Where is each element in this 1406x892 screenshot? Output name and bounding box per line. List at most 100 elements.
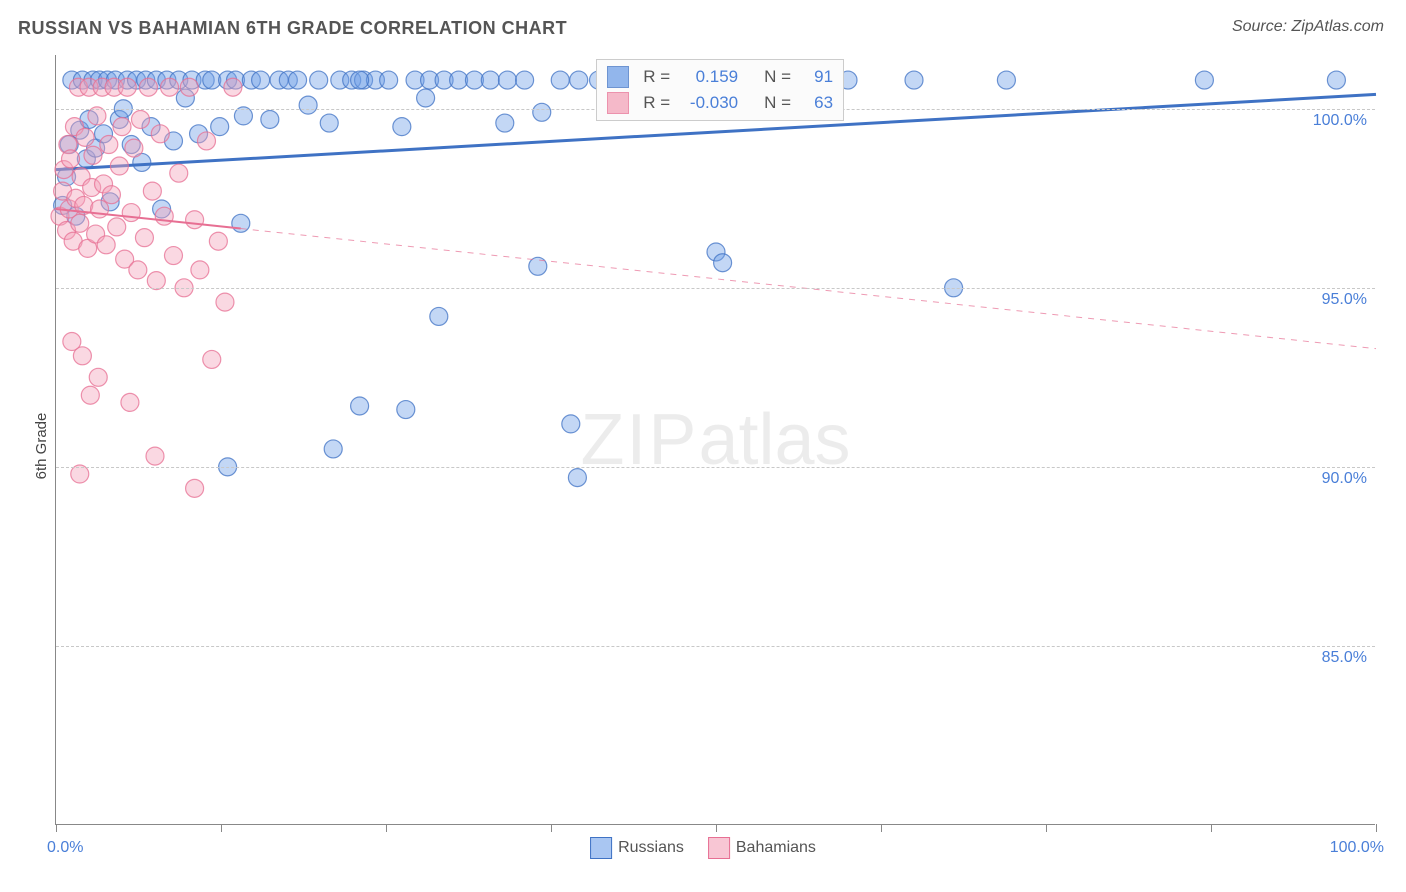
- data-point: [997, 71, 1015, 89]
- data-point: [97, 236, 115, 254]
- data-point: [186, 211, 204, 229]
- data-point: [118, 78, 136, 96]
- data-point: [351, 397, 369, 415]
- data-point: [289, 71, 307, 89]
- legend-label: Bahamians: [736, 839, 816, 856]
- data-point: [89, 368, 107, 386]
- data-point: [100, 136, 118, 154]
- data-point: [417, 89, 435, 107]
- data-point: [186, 479, 204, 497]
- data-point: [224, 78, 242, 96]
- data-point: [496, 114, 514, 132]
- data-point: [180, 78, 198, 96]
- data-point: [380, 71, 398, 89]
- y-tick-label: 100.0%: [1313, 112, 1367, 130]
- legend-swatch: [607, 66, 629, 88]
- data-point: [481, 71, 499, 89]
- data-point: [299, 96, 317, 114]
- data-point: [320, 114, 338, 132]
- data-point: [108, 218, 126, 236]
- data-point: [351, 71, 369, 89]
- data-point: [324, 440, 342, 458]
- x-tick: [1046, 824, 1047, 832]
- data-point: [191, 261, 209, 279]
- x-tick: [1376, 824, 1377, 832]
- data-point: [161, 78, 179, 96]
- data-point: [155, 207, 173, 225]
- data-point: [516, 71, 534, 89]
- y-tick-label: 85.0%: [1322, 649, 1367, 667]
- data-point: [131, 110, 149, 128]
- data-point: [1195, 71, 1213, 89]
- data-point: [430, 307, 448, 325]
- data-point: [71, 214, 89, 232]
- plot-area: ZIPatlas 85.0%90.0%95.0%100.0%: [55, 55, 1375, 825]
- data-point: [232, 214, 250, 232]
- x-min-label: 0.0%: [47, 839, 83, 857]
- chart-container: RUSSIAN VS BAHAMIAN 6TH GRADE CORRELATIO…: [0, 0, 1406, 892]
- x-tick: [221, 824, 222, 832]
- data-point: [529, 257, 547, 275]
- chart-title: RUSSIAN VS BAHAMIAN 6TH GRADE CORRELATIO…: [18, 18, 567, 39]
- data-point: [143, 182, 161, 200]
- data-point: [203, 350, 221, 368]
- legend-row: R =-0.030N =63: [607, 90, 833, 116]
- x-tick: [1211, 824, 1212, 832]
- data-point: [905, 71, 923, 89]
- legend-swatch: [708, 837, 730, 859]
- data-point: [110, 157, 128, 175]
- chart-svg: [56, 55, 1376, 825]
- legend-swatch: [590, 837, 612, 859]
- y-tick-label: 90.0%: [1322, 470, 1367, 488]
- data-point: [393, 118, 411, 136]
- data-point: [261, 110, 279, 128]
- data-point: [1327, 71, 1345, 89]
- legend-item: Bahamians: [708, 837, 816, 859]
- x-tick: [881, 824, 882, 832]
- data-point: [91, 200, 109, 218]
- y-axis-label: 6th Grade: [33, 413, 50, 480]
- data-point: [102, 186, 120, 204]
- x-tick: [386, 824, 387, 832]
- data-point: [139, 78, 157, 96]
- data-point: [562, 415, 580, 433]
- data-point: [146, 447, 164, 465]
- x-tick: [551, 824, 552, 832]
- data-point: [151, 125, 169, 143]
- legend-item: Russians: [590, 837, 684, 859]
- legend-label: Russians: [618, 839, 684, 856]
- data-point: [197, 132, 215, 150]
- grid-line: [56, 288, 1375, 289]
- x-max-label: 100.0%: [1330, 839, 1384, 857]
- data-point: [84, 146, 102, 164]
- data-point: [113, 118, 131, 136]
- data-point: [76, 128, 94, 146]
- legend-swatch: [607, 92, 629, 114]
- data-point: [170, 164, 188, 182]
- data-point: [551, 71, 569, 89]
- data-point: [533, 103, 551, 121]
- data-point: [129, 261, 147, 279]
- data-point: [81, 386, 99, 404]
- data-point: [498, 71, 516, 89]
- data-point: [62, 150, 80, 168]
- data-point: [570, 71, 588, 89]
- grid-line: [56, 467, 1375, 468]
- legend-row: R =0.159N =91: [607, 64, 833, 90]
- data-point: [122, 204, 140, 222]
- correlation-legend: R =0.159N =91R =-0.030N =63: [596, 59, 844, 121]
- data-point: [216, 293, 234, 311]
- source-label: Source: ZipAtlas.com: [1232, 18, 1384, 36]
- legend-bottom: Russians Bahamians: [590, 837, 816, 859]
- data-point: [211, 118, 229, 136]
- x-tick: [56, 824, 57, 832]
- y-tick-label: 95.0%: [1322, 291, 1367, 309]
- data-point: [164, 247, 182, 265]
- data-point: [121, 393, 139, 411]
- data-point: [209, 232, 227, 250]
- data-point: [714, 254, 732, 272]
- data-point: [252, 71, 270, 89]
- data-point: [73, 347, 91, 365]
- grid-line: [56, 646, 1375, 647]
- data-point: [568, 469, 586, 487]
